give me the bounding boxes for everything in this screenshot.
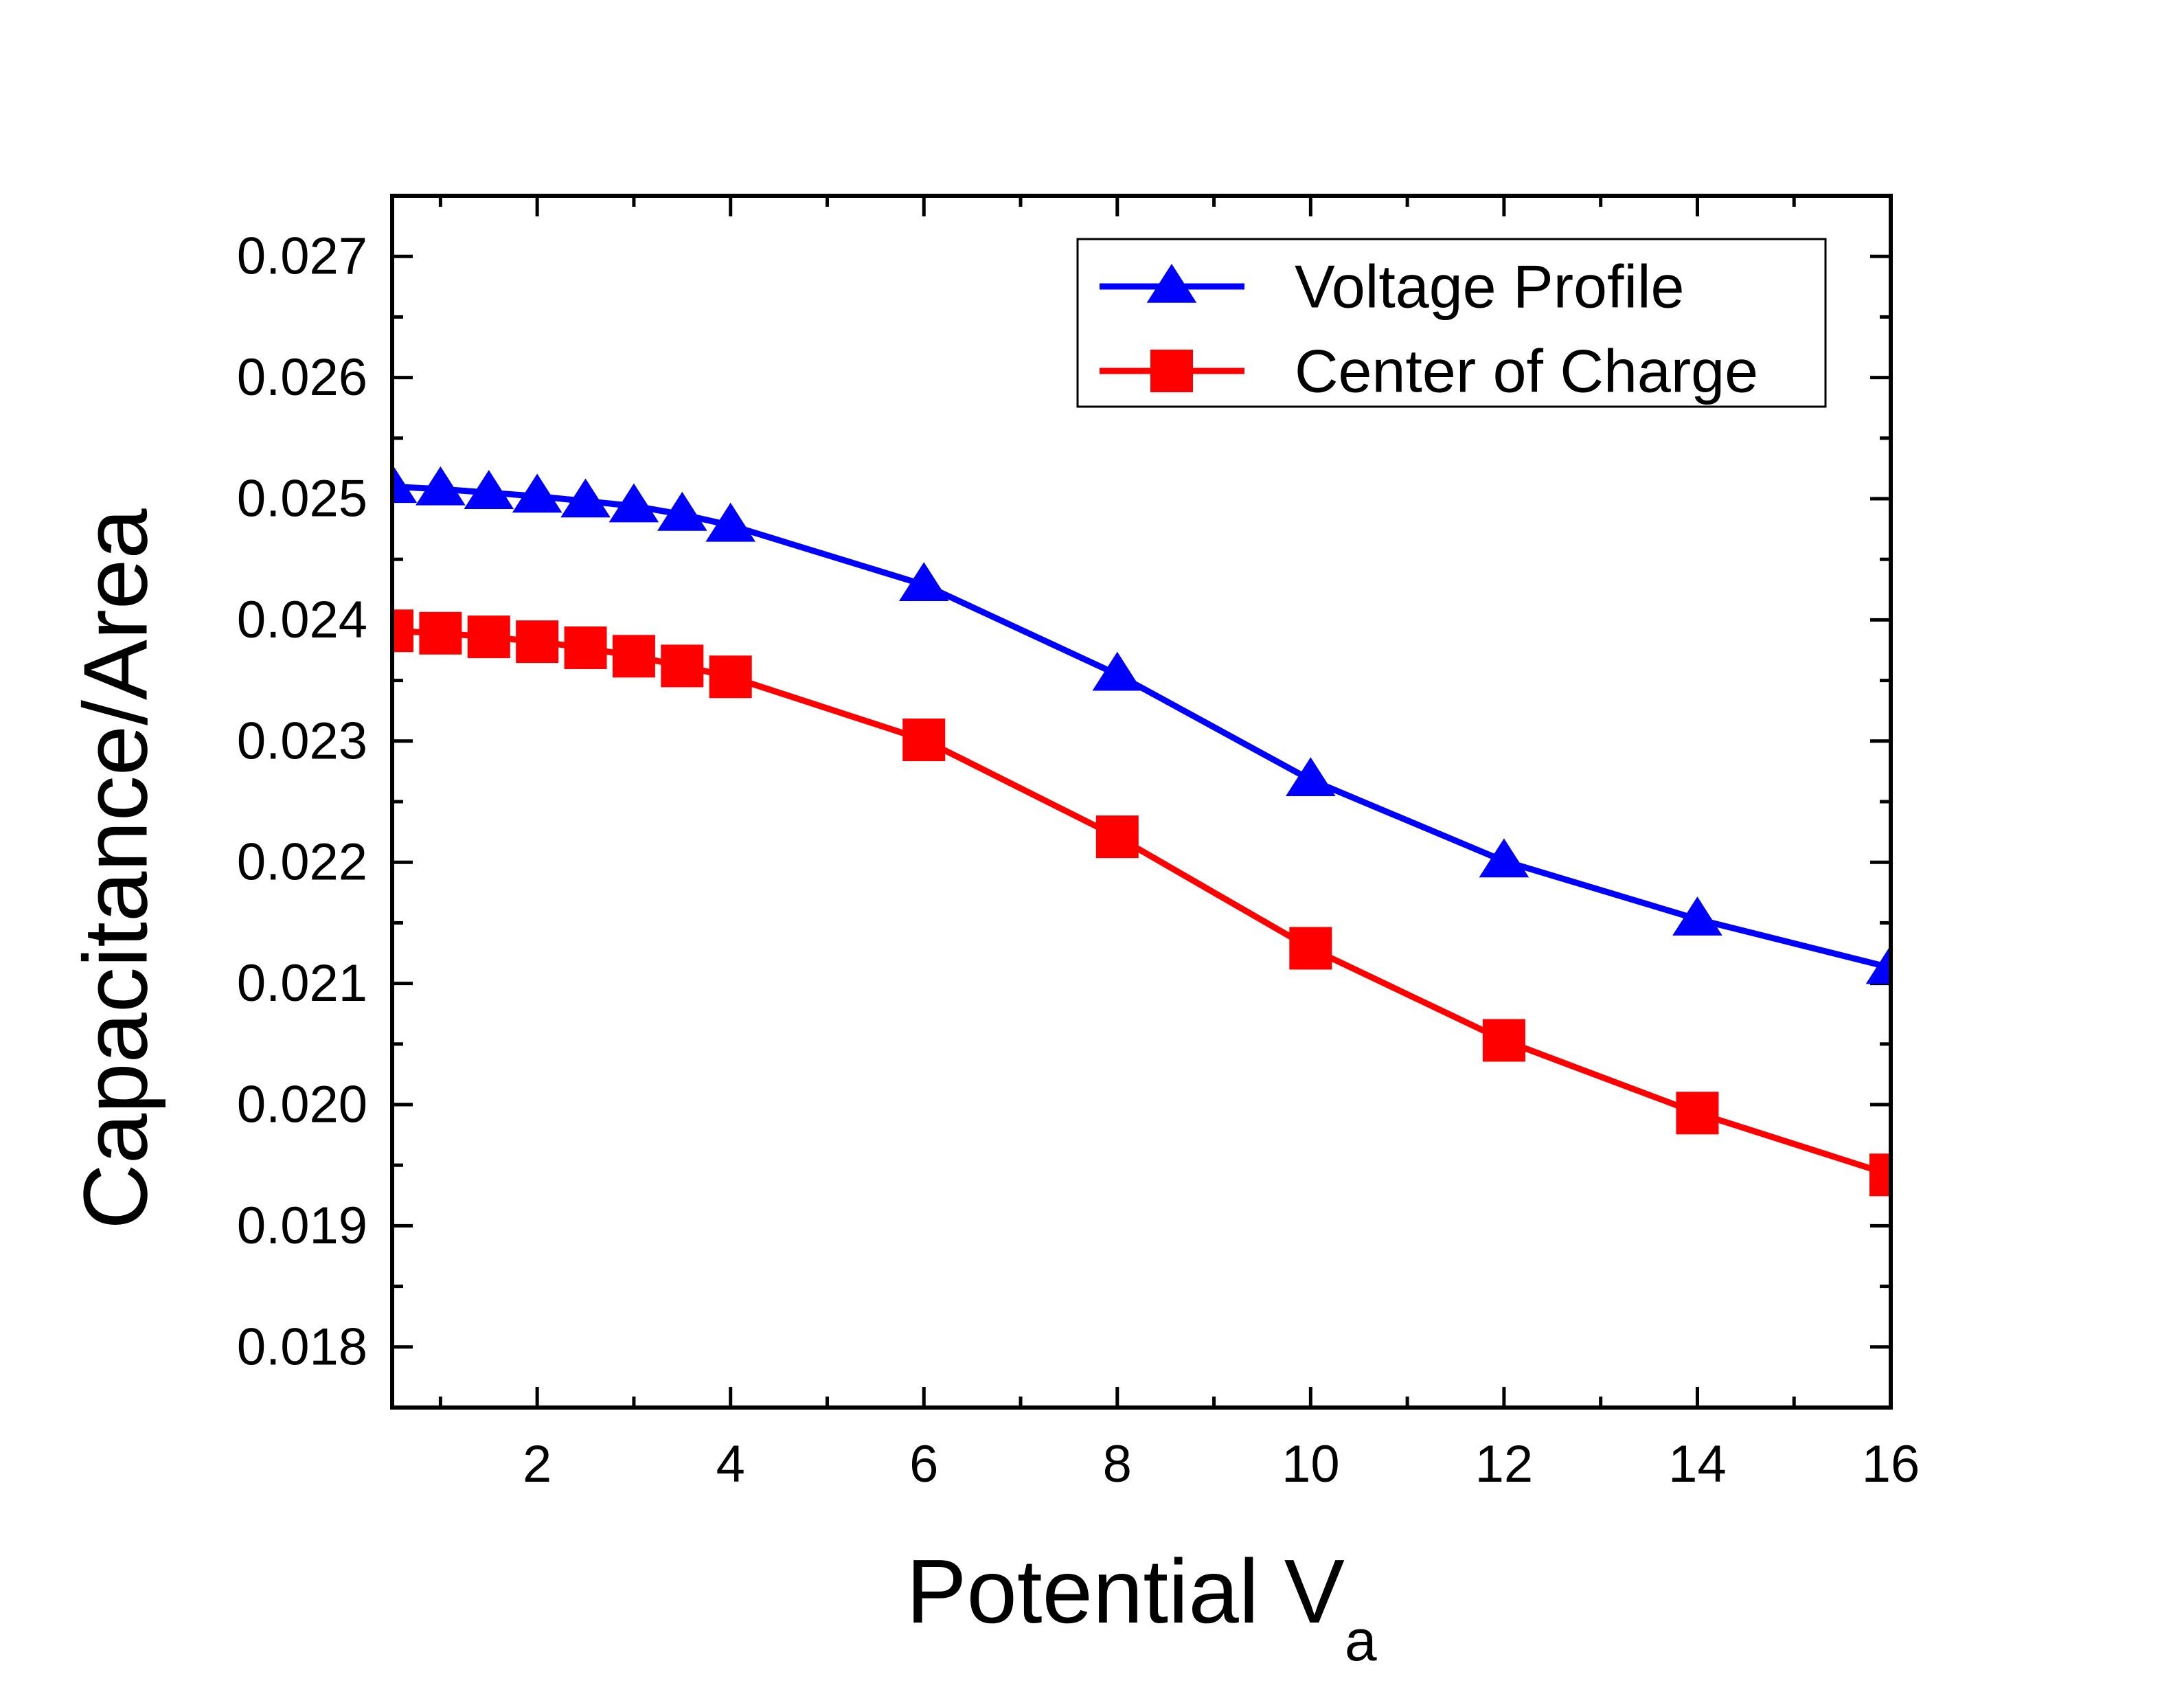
legend-box (1076, 238, 1827, 408)
data-point-voltage-profile (392, 464, 418, 504)
y-tick-label: 0.019 (237, 1197, 367, 1255)
data-point-center-of-charge (1095, 815, 1139, 859)
x-tick-label: 4 (716, 1435, 745, 1493)
legend-marker-center-of-charge (1150, 350, 1193, 392)
x-tick-label: 10 (1282, 1435, 1340, 1493)
x-tick-label: 6 (909, 1435, 938, 1493)
series-voltage-profile (392, 464, 1891, 984)
y-tick-label: 0.026 (237, 348, 367, 407)
data-point-center-of-charge (1482, 1019, 1525, 1062)
x-tick-label: 16 (1862, 1435, 1920, 1493)
y-axis-title: Capacitance/Area (65, 508, 166, 1230)
y-tick-label: 0.018 (237, 1318, 367, 1376)
data-point-center-of-charge (709, 655, 752, 699)
y-tick-label: 0.021 (237, 954, 367, 1013)
x-axis-title-main: Potential V (906, 1541, 1344, 1642)
data-point-center-of-charge (516, 620, 559, 664)
axis-tick-labels: 2 4 6 8 10 12 14 16 0.018 0.019 0.020 0.021 0.022 0.0… (237, 227, 1920, 1493)
y-tick-label: 0.023 (237, 712, 367, 770)
y-tick-label: 0.020 (237, 1076, 367, 1134)
legend-label-voltage-profile: Voltage Profile (1295, 253, 1685, 321)
data-point-center-of-charge (564, 626, 607, 669)
data-point-voltage-profile (1479, 838, 1529, 878)
data-point-center-of-charge (392, 609, 413, 653)
data-point-voltage-profile (560, 478, 611, 518)
data-point-voltage-profile (416, 466, 466, 506)
data-point-center-of-charge (1676, 1092, 1719, 1135)
x-tick-label: 14 (1668, 1435, 1727, 1493)
y-tick-label: 0.024 (237, 591, 367, 649)
data-point-center-of-charge (1869, 1153, 1891, 1197)
data-point-center-of-charge (612, 635, 655, 678)
data-point-voltage-profile (705, 502, 756, 542)
data-point-center-of-charge (661, 644, 704, 688)
data-point-voltage-profile (608, 483, 659, 523)
x-tick-label: 12 (1475, 1435, 1534, 1493)
x-tick-label: 8 (1103, 1435, 1132, 1493)
y-tick-label: 0.027 (237, 227, 367, 286)
y-tick-label: 0.025 (237, 470, 367, 528)
data-point-voltage-profile (1092, 651, 1143, 691)
data-point-center-of-charge (467, 615, 510, 659)
data-point-voltage-profile (1672, 896, 1722, 936)
data-point-center-of-charge (902, 719, 946, 762)
legend: Voltage Profile Center of Charge (1076, 238, 1827, 408)
series-center-of-charge (392, 609, 1891, 1197)
plot-frame (390, 194, 1893, 1410)
x-axis-title-subscript: a (1345, 1608, 1377, 1673)
data-point-voltage-profile (512, 473, 562, 513)
legend-marker-voltage-profile (1146, 264, 1197, 303)
y-tick-label: 0.022 (237, 833, 367, 892)
data-point-center-of-charge (1289, 927, 1332, 970)
data-point-voltage-profile (464, 470, 514, 509)
data-point-voltage-profile (1286, 757, 1336, 797)
legend-label-center-of-charge: Center of Charge (1295, 337, 1758, 405)
series-layer (392, 464, 1891, 1197)
x-tick-label: 2 (523, 1435, 551, 1493)
data-point-voltage-profile (1865, 945, 1891, 984)
data-point-center-of-charge (419, 611, 462, 655)
data-point-voltage-profile (898, 562, 949, 602)
x-axis-title: Potential Va (906, 1541, 1376, 1673)
data-point-voltage-profile (657, 491, 707, 531)
